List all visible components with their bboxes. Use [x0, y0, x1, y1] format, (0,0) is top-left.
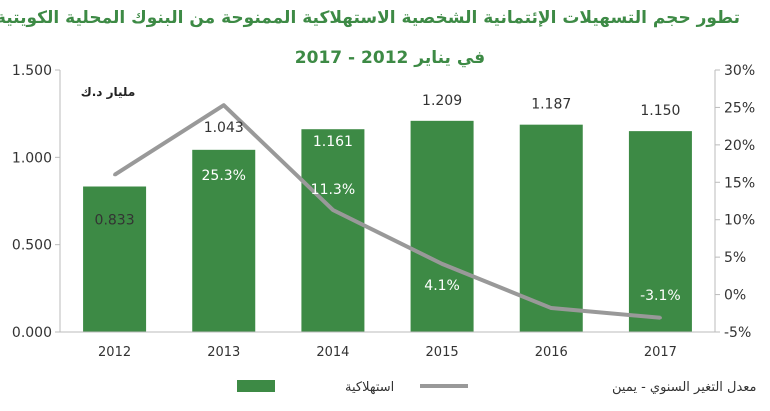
bar-value-label: 1.043	[204, 120, 244, 136]
y-right-tick-label: 25%	[724, 100, 755, 116]
bar	[628, 131, 692, 332]
x-tick-label: 2016	[535, 345, 568, 360]
y-left-tick-label: 0.500	[12, 238, 52, 254]
y-left-tick-label: 1.000	[12, 150, 52, 166]
bar	[83, 186, 147, 332]
legend-label-bar: استهلاكية	[345, 380, 394, 395]
chart-title: تطور حجم التسهيلات الإئتمانية الشخصية ال…	[0, 8, 740, 28]
bar	[301, 129, 365, 332]
line-point	[331, 208, 335, 212]
y-left-tick-label: 1.500	[12, 63, 52, 79]
line-point	[222, 103, 226, 107]
bar-value-label: 0.833	[95, 213, 135, 229]
line-point	[658, 316, 662, 320]
chart-subtitle: في يناير 2012 - 2017	[294, 48, 486, 68]
y-right-tick-label: 15%	[724, 175, 755, 191]
y-right-tick-label: 5%	[724, 250, 746, 266]
line-value-label: 25.3%	[202, 168, 246, 184]
bar	[410, 120, 474, 332]
line-series	[113, 103, 661, 320]
x-tick-label: 2014	[316, 345, 349, 360]
line-value-label: -3.1%	[640, 288, 681, 304]
line-point	[440, 262, 444, 266]
bar-value-label: 1.187	[531, 97, 571, 113]
legend-swatch-bar	[237, 380, 275, 392]
bar-value-label: 1.209	[422, 93, 462, 109]
legend-label-line: معدل التغير السنوي - يمين	[612, 380, 757, 395]
unit-label: مليار د.ك	[81, 85, 136, 99]
line-value-label: 4.1%	[424, 278, 460, 294]
y-right-tick-label: 30%	[724, 63, 755, 79]
y-right-tick-label: 20%	[724, 138, 755, 154]
y-left-tick-label: 0.000	[12, 325, 52, 341]
bar-value-label: 1.161	[313, 134, 353, 150]
bar	[192, 149, 256, 332]
x-tick-label: 2017	[644, 345, 677, 360]
y-right-tick-label: 10%	[724, 213, 755, 229]
x-tick-label: 2013	[207, 345, 240, 360]
y-right-tick-label: -5%	[724, 325, 751, 341]
bar-value-label: 1.150	[640, 103, 680, 119]
line-value-label: 11.3%	[311, 182, 355, 198]
line-point	[549, 306, 553, 310]
x-tick-label: 2015	[426, 345, 459, 360]
x-tick-label: 2012	[98, 345, 131, 360]
y-right-tick-label: 0%	[724, 288, 746, 304]
line-point	[113, 173, 117, 177]
